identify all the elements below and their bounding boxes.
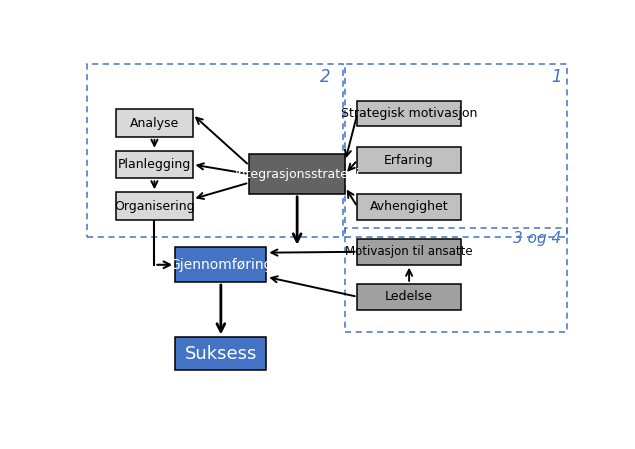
FancyBboxPatch shape [116, 151, 192, 178]
Text: Motivasjon til ansatte: Motivasjon til ansatte [345, 245, 473, 258]
Text: Ledelse: Ledelse [385, 290, 433, 303]
Text: Gjennomføring: Gjennomføring [169, 258, 272, 272]
FancyBboxPatch shape [358, 239, 461, 265]
FancyBboxPatch shape [358, 194, 461, 220]
FancyBboxPatch shape [358, 284, 461, 310]
Text: Integrasjonsstrategi: Integrasjonsstrategi [234, 167, 360, 180]
Text: Suksess: Suksess [185, 345, 257, 363]
FancyBboxPatch shape [116, 192, 192, 220]
Text: 1: 1 [551, 68, 562, 86]
FancyBboxPatch shape [175, 337, 267, 370]
Bar [345, 64, 566, 237]
Text: Planlegging: Planlegging [118, 158, 191, 171]
Text: Erfaring: Erfaring [384, 154, 434, 167]
FancyBboxPatch shape [358, 101, 461, 127]
FancyBboxPatch shape [175, 247, 267, 282]
Bar [345, 229, 566, 332]
FancyBboxPatch shape [116, 109, 192, 137]
Text: Analyse: Analyse [130, 117, 179, 129]
FancyBboxPatch shape [249, 154, 345, 194]
Text: Avhengighet: Avhengighet [370, 200, 448, 213]
Text: Organisering: Organisering [114, 199, 195, 212]
Bar [87, 64, 343, 237]
FancyBboxPatch shape [358, 147, 461, 173]
Text: 2: 2 [320, 68, 330, 86]
Text: Strategisk motivasjon: Strategisk motivasjon [341, 107, 478, 120]
Text: 3 og 4: 3 og 4 [514, 231, 562, 246]
